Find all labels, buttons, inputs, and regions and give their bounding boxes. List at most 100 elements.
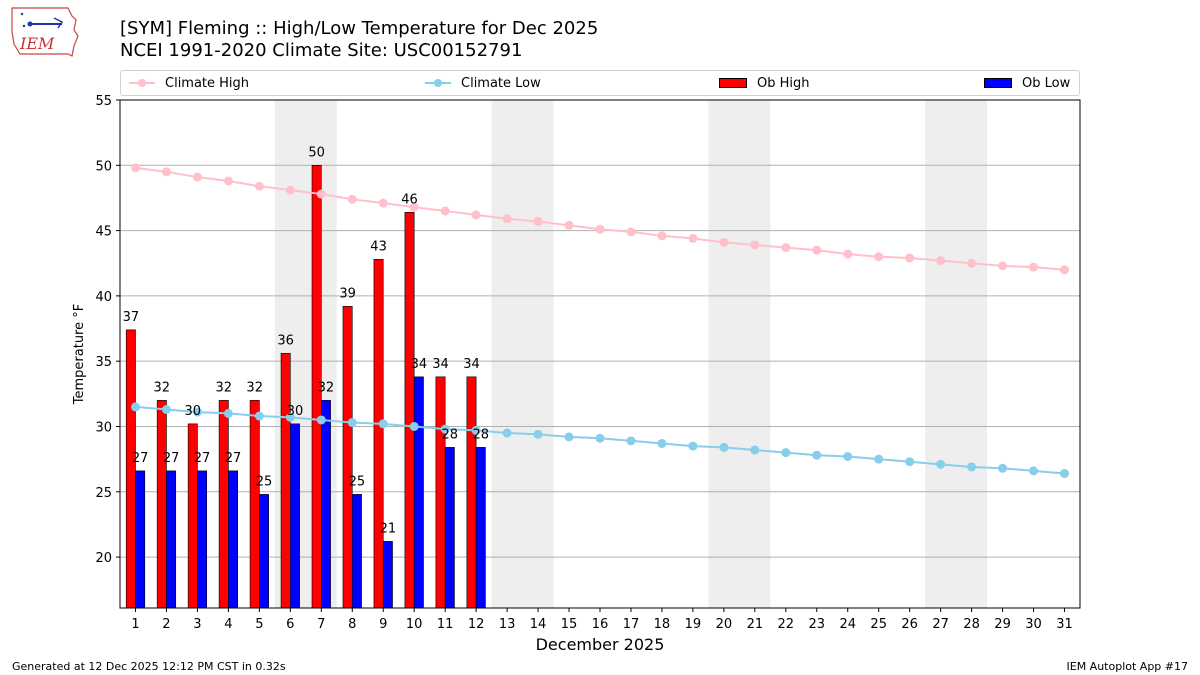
ob-low-value-label: 28 (473, 427, 490, 442)
chart-subtitle: NCEI 1991-2020 Climate Site: USC00152791 (120, 40, 523, 61)
footer-app: IEM Autoplot App #17 (1066, 660, 1189, 673)
ob-high-bar (435, 376, 446, 609)
climate-high-point (533, 216, 543, 226)
legend-item-ob-high: Ob High (719, 74, 810, 92)
y-tick-label: 30 (95, 420, 112, 435)
ob-low-bar (475, 447, 486, 609)
climate-low-point (502, 428, 512, 438)
ob-high-bar (466, 376, 477, 609)
climate-low-point (719, 442, 729, 452)
legend-label: Climate High (165, 75, 250, 91)
climate-high-point (657, 231, 667, 241)
climate-low-point (1060, 468, 1070, 478)
ob-high-value-label: 43 (370, 239, 387, 254)
x-tick-label: 19 (685, 617, 702, 632)
ob-high-value-label: 34 (432, 357, 449, 372)
x-tick-label: 11 (437, 617, 454, 632)
legend: Climate High Climate Low Ob High Ob Low (120, 70, 1080, 96)
climate-low-point (936, 459, 946, 469)
y-tick-label: 40 (95, 290, 112, 305)
x-tick-label: 9 (379, 617, 387, 632)
logo-dot (20, 12, 24, 16)
climate-low-point (409, 421, 419, 431)
ob-high-value-label: 32 (154, 380, 171, 395)
x-tick-label: 4 (224, 617, 232, 632)
climate-high-point (192, 172, 202, 182)
climate-high-point (1029, 262, 1039, 272)
ob-low-value-label: 32 (318, 380, 335, 395)
x-tick-label: 22 (778, 617, 795, 632)
ob-high-value-label: 50 (308, 145, 325, 160)
climate-high-point (967, 258, 977, 268)
ob-low-bar (135, 470, 146, 609)
y-tick-label: 50 (95, 159, 112, 174)
climate-high-point (223, 176, 233, 186)
climate-high-point (440, 206, 450, 216)
x-tick-label: 10 (406, 617, 423, 632)
climate-low-point (998, 463, 1008, 473)
footer-generated: Generated at 12 Dec 2025 12:12 PM CST in… (12, 660, 286, 673)
climate-high-point (378, 198, 388, 208)
climate-low-point (378, 419, 388, 429)
weekend-shade (708, 100, 771, 608)
ob-high-bar (280, 353, 291, 609)
climate-high-point (161, 167, 171, 177)
ob-high-bar (342, 306, 353, 609)
climate-high-point (409, 202, 419, 212)
ob-low-bar (444, 447, 455, 609)
climate-low-point (316, 415, 326, 425)
logo-dot (27, 21, 33, 27)
climate-low-point (967, 462, 977, 472)
x-tick-label: 27 (932, 617, 949, 632)
x-tick-label: 16 (592, 617, 609, 632)
climate-low-point (192, 407, 202, 417)
ob-low-bar (351, 494, 362, 609)
x-tick-label: 21 (747, 617, 764, 632)
climate-high-point (254, 181, 264, 191)
climate-low-point (223, 408, 233, 418)
climate-high-point (130, 163, 140, 173)
climate-low-point (130, 402, 140, 412)
x-tick-label: 3 (193, 617, 201, 632)
x-tick-label: 30 (1025, 617, 1042, 632)
ob-low-bar (382, 541, 393, 609)
y-tick-label: 35 (95, 355, 112, 370)
ob-low-value-label: 27 (163, 451, 180, 466)
x-tick-label: 12 (468, 617, 485, 632)
x-tick-label: 7 (317, 617, 325, 632)
ob-high-value-label: 36 (277, 333, 294, 348)
climate-high-point (316, 189, 326, 199)
ob-low-bar (228, 470, 238, 609)
x-tick-label: 8 (348, 617, 356, 632)
ob-high-value-label: 46 (401, 192, 418, 207)
x-tick-label: 2 (162, 617, 170, 632)
climate-low-point (471, 425, 481, 435)
climate-high-point (750, 240, 760, 250)
x-tick-label: 5 (255, 617, 263, 632)
climate-low-point (688, 441, 698, 451)
climate-low-point (812, 450, 822, 460)
climate-low-point (533, 429, 543, 439)
x-axis-label: December 2025 (536, 635, 665, 654)
climate-low-point (595, 433, 605, 443)
ob-low-bar (166, 470, 177, 609)
climate-high-point (502, 214, 512, 224)
ob-low-value-label: 28 (442, 427, 459, 442)
ob-high-bar (218, 400, 229, 609)
x-tick-label: 23 (809, 617, 826, 632)
ob-low-bar (290, 423, 300, 609)
ob-high-value-label: 34 (463, 357, 480, 372)
ob-low-value-label: 27 (132, 451, 149, 466)
y-tick-label: 55 (95, 94, 112, 109)
climate-low-point (161, 405, 171, 415)
logo-mark (53, 17, 64, 29)
logo-dot (22, 24, 26, 28)
ob-high-value-label: 32 (246, 380, 263, 395)
ob-high-bar (125, 329, 136, 609)
x-tick-label: 25 (870, 617, 887, 632)
climate-low-point (440, 424, 450, 434)
ob-low-bar (320, 400, 331, 609)
climate-high-point (874, 252, 884, 262)
x-tick-label: 17 (623, 617, 640, 632)
climate-high-point (998, 261, 1008, 271)
